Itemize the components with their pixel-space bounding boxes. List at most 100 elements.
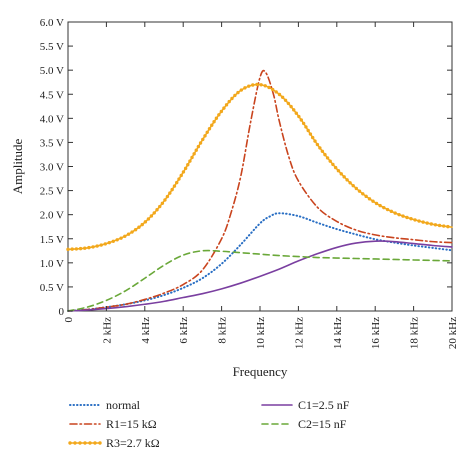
legend: normal R1=15 kΩ R3=2.7 kΩ C1=2.5 nF C2=15 nF bbox=[68, 398, 350, 450]
series-line-c2-15-nf bbox=[67, 249, 453, 312]
data-marker bbox=[277, 92, 282, 97]
data-marker bbox=[210, 123, 214, 127]
data-marker bbox=[446, 224, 450, 229]
series-line-normal bbox=[67, 212, 453, 312]
data-marker bbox=[385, 207, 390, 212]
x-tick-label: 16 kHz bbox=[370, 317, 382, 349]
y-tick-label: 6.0 V bbox=[40, 17, 64, 29]
y-tick-label: 3.0 V bbox=[40, 162, 64, 174]
legend-label: R1=15 kΩ bbox=[106, 417, 157, 431]
data-marker bbox=[99, 243, 103, 247]
data-marker bbox=[130, 230, 134, 234]
y-tick-label: 1.5 V bbox=[40, 234, 64, 246]
data-marker bbox=[214, 116, 219, 120]
y-tick-label: 4.5 V bbox=[40, 89, 64, 101]
data-marker bbox=[413, 218, 417, 222]
data-marker bbox=[354, 186, 359, 191]
data-marker bbox=[274, 90, 278, 94]
y-tick-label: 0.5 V bbox=[40, 282, 64, 294]
data-marker bbox=[378, 203, 382, 208]
legend-label: normal bbox=[106, 398, 141, 412]
data-marker bbox=[429, 222, 434, 226]
data-marker bbox=[351, 183, 355, 188]
legend-marker bbox=[98, 441, 102, 445]
data-marker bbox=[421, 220, 425, 224]
data-marker bbox=[263, 84, 267, 88]
data-marker bbox=[91, 245, 95, 249]
data-marker bbox=[437, 223, 442, 228]
data-marker bbox=[339, 172, 343, 176]
data-marker bbox=[409, 216, 413, 221]
data-marker bbox=[133, 228, 138, 232]
y-tick-label: 2.0 V bbox=[40, 210, 64, 222]
plot-area bbox=[66, 21, 453, 312]
x-tick-label: 12 kHz bbox=[293, 317, 305, 349]
data-marker bbox=[323, 152, 327, 157]
data-marker bbox=[78, 246, 83, 251]
data-marker bbox=[158, 204, 162, 209]
legend-marker bbox=[68, 441, 72, 445]
data-marker bbox=[310, 135, 315, 140]
data-marker bbox=[87, 245, 91, 250]
data-marker bbox=[361, 192, 365, 196]
data-marker bbox=[217, 113, 221, 117]
data-marker bbox=[304, 125, 308, 129]
data-marker bbox=[194, 148, 198, 152]
data-marker bbox=[203, 134, 207, 138]
data-marker bbox=[196, 144, 201, 149]
data-marker bbox=[320, 149, 325, 153]
data-marker bbox=[247, 84, 251, 88]
data-marker bbox=[222, 106, 226, 110]
data-marker bbox=[119, 236, 123, 240]
x-tick-label: 6 kHz bbox=[178, 317, 190, 344]
data-marker bbox=[364, 194, 368, 199]
data-marker bbox=[267, 85, 271, 90]
data-marker bbox=[297, 114, 301, 119]
data-marker bbox=[146, 217, 151, 221]
data-marker bbox=[107, 240, 111, 245]
data-marker bbox=[205, 130, 209, 134]
data-marker bbox=[149, 214, 154, 218]
data-marker bbox=[333, 165, 338, 170]
data-marker bbox=[95, 244, 99, 248]
y-tick-label: 0 bbox=[59, 306, 65, 318]
legend-item-normal: normal bbox=[69, 398, 141, 412]
data-marker bbox=[152, 211, 156, 215]
data-marker bbox=[201, 137, 205, 142]
data-marker bbox=[123, 234, 127, 238]
data-marker bbox=[219, 109, 224, 114]
y-tick-label: 5.5 V bbox=[40, 41, 64, 53]
data-marker bbox=[181, 170, 186, 174]
legend-marker bbox=[78, 441, 82, 445]
data-marker bbox=[168, 191, 172, 195]
data-marker bbox=[186, 163, 190, 167]
data-marker bbox=[433, 223, 438, 227]
series-line-r1-15-k bbox=[67, 69, 453, 312]
data-marker bbox=[315, 142, 320, 147]
data-marker bbox=[192, 152, 196, 156]
legend-item-r1-15-k: R1=15 kΩ bbox=[69, 417, 157, 431]
data-marker bbox=[224, 103, 229, 107]
data-marker bbox=[177, 177, 181, 181]
legend-marker bbox=[83, 441, 87, 445]
data-marker bbox=[175, 180, 179, 185]
data-marker bbox=[143, 220, 148, 224]
series-line-c1-2-5-nf bbox=[67, 240, 453, 312]
x-tick-label: 0 bbox=[63, 317, 75, 323]
data-marker bbox=[301, 121, 306, 126]
y-tick-label: 3.5 V bbox=[40, 137, 64, 149]
data-marker bbox=[212, 120, 216, 124]
data-marker bbox=[259, 83, 263, 87]
data-marker bbox=[345, 178, 349, 182]
legend-marker bbox=[88, 441, 92, 445]
data-marker bbox=[140, 222, 144, 227]
data-marker bbox=[299, 118, 303, 122]
data-marker bbox=[163, 198, 167, 202]
legend-label: C2=15 nF bbox=[298, 417, 347, 431]
data-marker bbox=[155, 208, 159, 212]
data-marker bbox=[255, 82, 259, 87]
x-tick-label: 20 kHz bbox=[447, 317, 459, 349]
data-marker bbox=[236, 90, 240, 95]
data-marker bbox=[325, 156, 330, 160]
